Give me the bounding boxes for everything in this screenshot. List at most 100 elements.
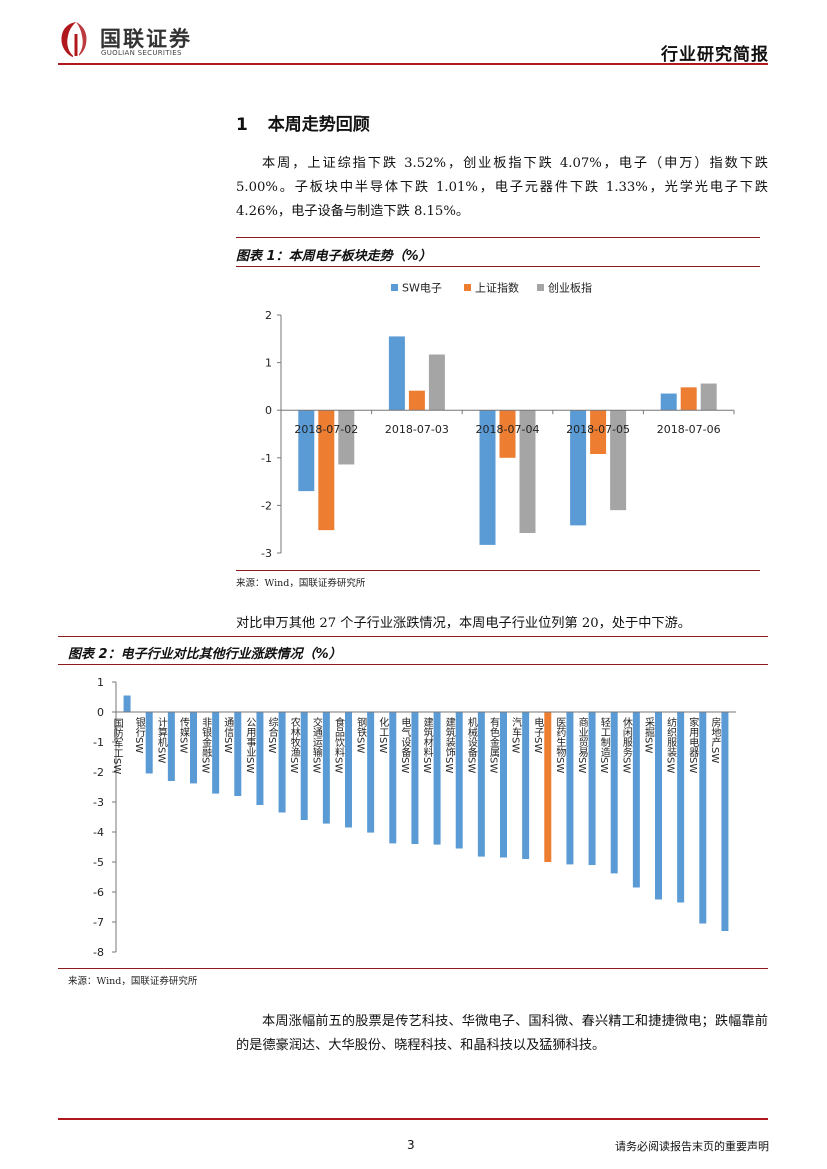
legend-swatch-0 (391, 284, 398, 291)
x-tick-label: 轻工制造SW (598, 716, 610, 774)
bar-2018-07-05-0 (570, 410, 587, 526)
legend-swatch-1 (464, 284, 471, 291)
y-tick-label: 0 (265, 404, 272, 417)
y-tick-label: -4 (93, 826, 104, 839)
bar-2018-07-03-1 (408, 390, 425, 411)
legend-label-1: 上证指数 (475, 281, 519, 295)
x-tick-label: 食品饮料SW (333, 716, 345, 774)
figure2-bottom-rule (58, 968, 768, 969)
x-tick-label: 银行SW (133, 716, 145, 754)
brand-name-cn: 国联证券 (100, 27, 192, 51)
bar-2018-07-04-1 (499, 410, 516, 458)
x-tick-label: 建筑装饰SW (443, 716, 455, 774)
x-tick-label: 2018-07-02 (294, 423, 358, 436)
x-tick-label: 非银金融SW (200, 717, 212, 774)
bar-非银金融SW (212, 712, 220, 794)
bar-电子SW (544, 712, 552, 862)
figure1-title: 图表 1：本周电子板块走势（%） (236, 249, 432, 264)
header-rule (58, 63, 768, 65)
bar-综合SW (278, 712, 286, 813)
brand-name-en: GUOLIAN SECURITIES (101, 49, 182, 57)
x-tick-label: 化工SW (377, 716, 389, 754)
x-tick-label: 农林牧渔SW (288, 716, 300, 774)
bar-传媒SW (190, 712, 197, 784)
figure1-title-rule (236, 266, 760, 267)
x-tick-label: 公用事业SW (244, 717, 256, 773)
legend-label-2: 创业板指 (548, 281, 592, 295)
y-tick-label: -3 (93, 796, 104, 809)
x-tick-label: 有色金属SW (488, 716, 500, 774)
bar-2018-07-05-2 (610, 410, 627, 511)
bar-家用电器SW (699, 712, 707, 924)
x-tick-label: 2018-07-05 (566, 423, 630, 436)
bar-2018-07-06-0 (660, 393, 677, 411)
x-tick-label: 家用电器SW (687, 716, 699, 774)
x-tick-label: 汽车SW (510, 716, 522, 754)
legend-label-0: SW电子 (402, 282, 442, 295)
figure1-top-rule (236, 237, 760, 238)
bar-房地产SW (721, 712, 729, 931)
section-number: 1 (236, 115, 248, 135)
top-movers-paragraph: 本周涨幅前五的股票是传艺科技、华微电子、国科微、春兴精工和捷捷微电；跌幅靠前的是… (236, 1014, 768, 1053)
bar-2018-07-04-2 (519, 410, 536, 534)
bar-2018-07-06-1 (680, 387, 697, 411)
figure1-bottom-rule (236, 570, 760, 571)
figure2-top-rule (58, 636, 768, 637)
bar-汽车SW (522, 712, 530, 859)
bar-钢铁SW (367, 712, 375, 833)
y-tick-label: -6 (93, 886, 104, 899)
bar-通信SW (234, 712, 242, 796)
figure2-title: 图表 2：电子行业对比其他行业涨跌情况（%） (68, 647, 342, 662)
bar-2018-07-03-0 (388, 336, 405, 411)
bar-银行SW (145, 712, 153, 774)
y-tick-label: 0 (97, 706, 104, 719)
x-tick-label: 房地产SW (709, 716, 721, 764)
bar-电气设备SW (411, 712, 419, 844)
y-tick-label: -8 (93, 946, 104, 959)
bar-采掘SW (655, 712, 662, 900)
x-tick-label: 综合SW (266, 716, 278, 754)
bar-轻工制造SW (610, 712, 618, 874)
figure2-title-rule (58, 664, 768, 665)
bar-农林牧渔SW (300, 712, 308, 820)
bar-2018-07-02-1 (318, 410, 335, 531)
bar-计算机SW (167, 712, 175, 781)
y-tick-label: 1 (265, 357, 272, 370)
x-tick-label: 休闲服务SW (620, 717, 632, 774)
bar-2018-07-03-2 (428, 354, 445, 411)
x-tick-label: 通信SW (222, 717, 234, 754)
x-tick-label: 电子SW (532, 716, 544, 754)
page-number: 3 (407, 1138, 415, 1152)
footer-rule (58, 1118, 768, 1120)
footer-disclaimer: 请务必阅读报告末页的重要声明 (615, 1140, 769, 1153)
bar-建筑材料SW (433, 712, 441, 845)
ranking-sentence: 对比申万其他 27 个子行业涨跌情况，本周电子行业位列第 20，处于中下游。 (236, 616, 691, 631)
x-tick-label: 交通运输SW (310, 716, 322, 774)
bar-机械设备SW (477, 712, 485, 857)
weekly-trend-chart: SW电子 上证指数 创业板指 2 1 0 -1 -2 -3 2018-07-02 2018-07-0… (261, 281, 735, 560)
document-type: 行业研究简报 (661, 45, 769, 65)
bar-化工SW (389, 712, 397, 844)
section-heading: 1 本周走势回顾 (236, 110, 370, 135)
bar-2018-07-05-1 (590, 410, 607, 454)
x-tick-label: 钢铁SW (355, 716, 367, 754)
bar-2018-07-04-0 (479, 410, 496, 545)
bar-公用事业SW (256, 712, 264, 805)
bar-2018-07-02-0 (298, 410, 315, 492)
bar-医药生物SW (566, 712, 574, 865)
y-tick-label: -1 (261, 452, 272, 465)
bar-纺织服装SW (677, 712, 685, 903)
y-tick-label: -2 (261, 499, 272, 512)
x-tick-label: 电气设备SW (399, 716, 411, 774)
legend-swatch-2 (537, 284, 544, 291)
bar-2018-07-02-2 (338, 410, 355, 465)
section-title: 本周走势回顾 (267, 115, 370, 135)
bar-有色金属SW (500, 712, 507, 858)
x-tick-label: 建筑材料SW (421, 716, 433, 774)
x-tick-label: 商业贸易SW (576, 716, 588, 774)
figure1-source: 来源：Wind，国联证券研究所 (236, 578, 366, 589)
bar-2018-07-06-2 (700, 383, 717, 411)
y-tick-label: -1 (93, 736, 104, 749)
bar-交通运输SW (322, 712, 330, 824)
bar-国防军工SW (123, 695, 131, 712)
